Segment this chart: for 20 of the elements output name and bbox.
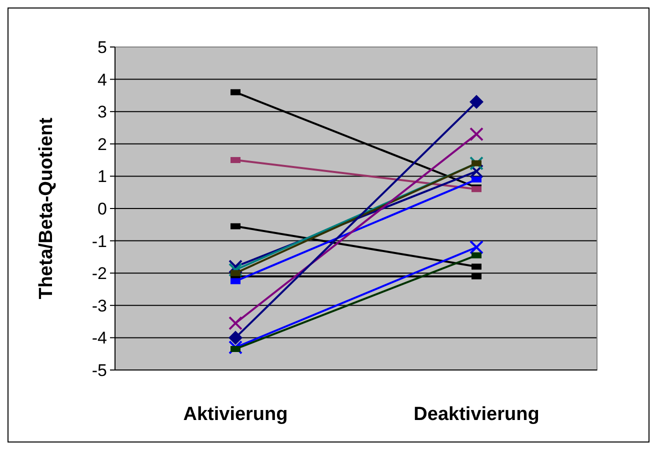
y-axis-title: Theta/Beta-Quotient [36, 117, 57, 300]
x-tick-label: Aktivierung [183, 404, 288, 425]
y-tick-label: -5 [92, 360, 107, 380]
y-tick-label: 3 [98, 102, 107, 122]
y-tick-label: 5 [98, 38, 107, 57]
y-tick-label: -3 [92, 296, 107, 316]
y-tick-label: 1 [98, 167, 107, 186]
y-tick-label: 2 [98, 134, 107, 154]
point [470, 240, 484, 254]
point [470, 164, 484, 178]
point [470, 94, 484, 109]
y-tick-label: -2 [92, 264, 107, 284]
y-tick-label: 4 [98, 70, 107, 90]
y-tick-label: -4 [92, 328, 107, 348]
point [228, 316, 242, 330]
point [470, 127, 484, 142]
y-tick-label: 0 [98, 199, 107, 218]
x-tick-label: Deaktivierung [414, 404, 540, 425]
point [228, 330, 242, 345]
y-tick-label: -1 [92, 232, 107, 251]
